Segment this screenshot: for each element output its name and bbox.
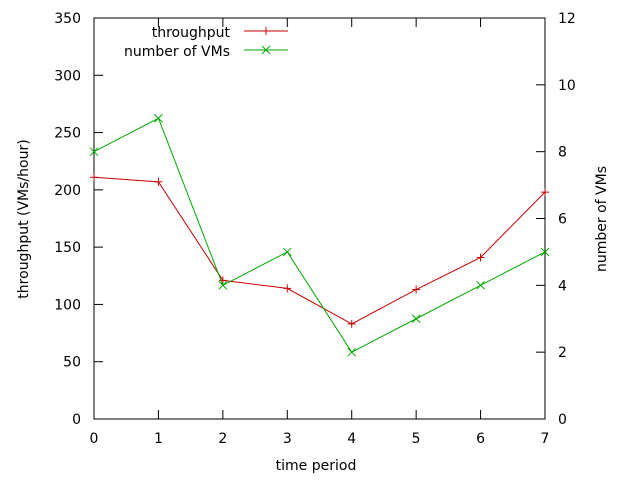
marker-stroke: [218, 280, 228, 290]
marker-stroke: [540, 247, 550, 257]
y2-tick-label: 4: [558, 278, 567, 294]
marker-stroke: [89, 147, 99, 157]
series-vms: [89, 113, 550, 357]
data-point-throughput: [90, 173, 98, 182]
data-point-vms: [89, 147, 99, 157]
data-point-vms: [411, 314, 421, 324]
marker-stroke: [261, 45, 271, 55]
legend-label-vms: number of VMs: [124, 44, 230, 60]
series-line-vms: [93, 117, 546, 353]
series-throughput: [90, 173, 549, 328]
y2-axis-label: number of VMs: [594, 166, 610, 272]
y-tick-label: 200: [54, 183, 81, 199]
legend-marker-throughput: [262, 27, 270, 35]
data-point-throughput: [541, 188, 549, 197]
y-tick-label: 300: [54, 68, 81, 84]
legend-marker-vms: [261, 45, 271, 55]
y-tick-label: 50: [63, 355, 81, 371]
x-tick-label: 1: [154, 431, 163, 447]
x-tick-label: 7: [541, 431, 550, 447]
plot-frame: [93, 17, 546, 420]
series-layer: [89, 113, 550, 357]
y2-tick-label: 0: [558, 412, 567, 428]
x-tick-label: 2: [218, 431, 227, 447]
marker-stroke: [411, 314, 421, 324]
data-point-vms: [540, 247, 550, 257]
data-point-throughput: [347, 319, 356, 328]
data-point-vms: [347, 347, 357, 357]
data-point-throughput: [154, 177, 163, 186]
data-point-throughput: [218, 276, 227, 285]
x-tick-label: 3: [283, 431, 292, 447]
series-line-throughput: [93, 176, 546, 325]
data-point-throughput: [283, 284, 292, 293]
y2-tick-label: 12: [558, 11, 576, 27]
y-tick-label: 0: [72, 412, 81, 428]
legend: throughput number of VMs: [124, 25, 288, 60]
x-tick-label: 4: [347, 431, 356, 447]
marker-stroke: [347, 347, 357, 357]
y-tick-label: 150: [54, 240, 81, 256]
marker-stroke: [476, 280, 485, 290]
data-point-vms: [282, 247, 292, 257]
y-tick-label: 250: [54, 126, 81, 142]
y-tick-label: 350: [54, 11, 81, 27]
y-axis-label: throughput (VMs/hour): [16, 139, 32, 298]
marker-stroke: [282, 247, 292, 257]
y2-tick-label: 10: [558, 78, 576, 94]
data-point-throughput: [476, 253, 485, 262]
data-point-vms: [218, 280, 228, 290]
y2-tick-label: 6: [558, 212, 567, 228]
data-point-throughput: [412, 285, 421, 294]
x-tick-label: 6: [476, 431, 485, 447]
x-tick-label: 0: [90, 431, 99, 447]
y2-tick-label: 2: [558, 345, 567, 361]
data-point-vms: [154, 113, 163, 123]
x-tick-label: 5: [412, 431, 421, 447]
data-point-vms: [476, 280, 485, 290]
y2-tick-label: 8: [558, 145, 567, 161]
marker-stroke: [154, 113, 163, 123]
x-axis-label: time period: [276, 458, 357, 474]
y-tick-label: 100: [54, 297, 81, 313]
legend-label-throughput: throughput: [152, 25, 231, 41]
